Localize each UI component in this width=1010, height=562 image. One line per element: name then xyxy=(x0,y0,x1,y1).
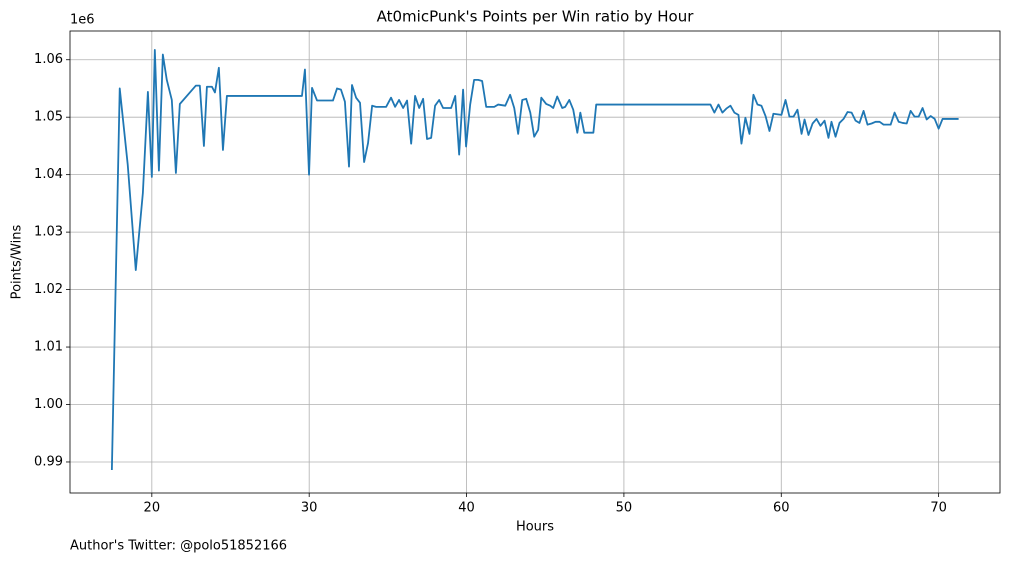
x-tick-label: 50 xyxy=(616,501,633,516)
x-tick-label: 70 xyxy=(930,501,947,516)
y-tick-label: 1.01 xyxy=(34,340,63,355)
y-tick-label: 1.00 xyxy=(34,397,63,412)
y-tick-label: 0.99 xyxy=(34,454,63,469)
y-tick-label: 1.04 xyxy=(34,167,63,182)
offset-label: 1e6 xyxy=(70,13,95,28)
y-tick-label: 1.02 xyxy=(34,282,63,297)
x-tick-label: 30 xyxy=(301,501,318,516)
plot-frame xyxy=(69,30,1001,494)
x-tick-label: 20 xyxy=(144,501,161,516)
footer: Author's Twitter: @polo51852166 xyxy=(70,539,287,554)
data-line xyxy=(110,49,959,471)
x-axis-label: Hours xyxy=(516,520,554,535)
x-tick-label: 40 xyxy=(458,501,475,516)
y-axis-label: Points/Wins xyxy=(10,224,25,299)
y-tick-label: 1.05 xyxy=(34,110,63,125)
chart-title: At0micPunk's Points per Win ratio by Hou… xyxy=(377,8,695,26)
y-tick-label: 1.06 xyxy=(34,52,63,67)
y-tick-label: 1.03 xyxy=(34,225,63,240)
x-tick-label: 60 xyxy=(773,501,790,516)
